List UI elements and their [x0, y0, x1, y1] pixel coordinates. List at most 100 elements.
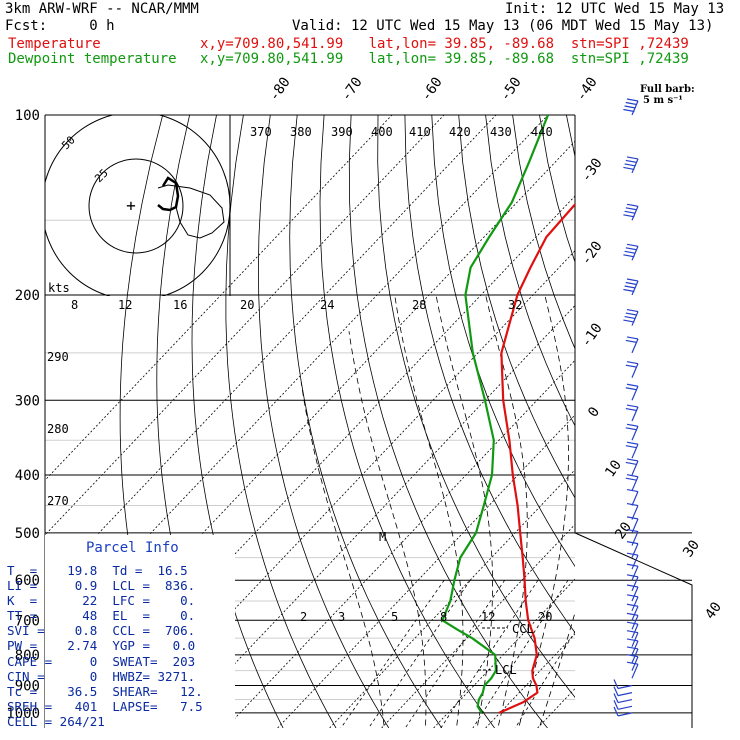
wind-barb-feather: [623, 288, 635, 293]
dry-adiabat: [728, 115, 740, 728]
wind-barb-staff: [631, 554, 639, 570]
hodograph-trace: [157, 176, 180, 212]
parcel-row: Tc = 36.5 SHEAR= 12.: [7, 684, 203, 699]
dry-adiabat: [348, 115, 548, 728]
wind-barb-feather: [626, 404, 639, 408]
wind-barb-feather: [626, 654, 639, 658]
hodo-speed-label: kts: [48, 281, 70, 295]
dry-adiabat: [539, 115, 575, 264]
legend-dewpoint-name: Dewpoint temperature: [8, 51, 177, 67]
dry-adiabat: [512, 115, 575, 350]
moist-adiabat: [435, 294, 494, 726]
wind-barb-feather: [626, 563, 639, 567]
hodo-speed-label: 8: [71, 298, 78, 312]
dry-adiabat: [674, 115, 740, 728]
isotherm: [642, 115, 740, 728]
wind-barb-feather: [623, 108, 635, 113]
pressure-label-400: 400: [15, 468, 40, 484]
wind-barb-feather: [625, 247, 637, 251]
wind-barb-feather: [624, 163, 636, 167]
legend-temperature-name: Temperature: [8, 36, 101, 52]
dry-adiabat: [701, 115, 740, 728]
moist-adiabat: [539, 611, 575, 726]
mixing-ratio-label: 12: [481, 610, 495, 624]
mixing-ratio-line: [404, 579, 506, 728]
theta-label: 430: [490, 125, 512, 139]
dry-adiabat: [377, 115, 575, 698]
wind-barb-feather: [626, 383, 639, 387]
hodo-speed-label: 24: [320, 298, 334, 312]
mixing-ratio-line: [440, 579, 539, 728]
dry-adiabat: [225, 115, 337, 728]
wind-barb-feather: [623, 214, 635, 218]
pressure-label-900: 900: [15, 679, 40, 695]
mixing-ratio-label: 2: [300, 610, 307, 624]
isotherm: [329, 469, 575, 728]
parcel-row: TT = 48 EL = 0.: [7, 608, 196, 623]
wind-barb-feather: [626, 612, 639, 616]
isotherm-label-right: -30: [578, 155, 606, 185]
isotherm-label-top: -50: [497, 74, 525, 104]
ccl-annotation: CCL: [512, 622, 534, 636]
wind-barb-feather: [625, 364, 637, 368]
isotherm: [45, 115, 393, 481]
dry-adiabat: [431, 115, 575, 567]
wind-barb-feather: [626, 361, 639, 365]
mixing-ratio-label: 3: [338, 610, 345, 624]
wind-barb-feather: [623, 319, 635, 323]
isotherm: [433, 578, 575, 728]
isotherm: [45, 115, 445, 536]
pressure-label-800: 800: [15, 648, 40, 664]
isotherm: [45, 115, 497, 591]
wind-barb-staff: [631, 586, 639, 602]
theta-label: 420: [449, 125, 471, 139]
right-frame: [574, 115, 693, 728]
wind-barb-staff: [631, 386, 639, 401]
wind-barb-feather: [626, 458, 639, 462]
dry-adiabat: [404, 115, 575, 634]
wind-barb-staff: [617, 684, 633, 690]
hodo-speed-label: 28: [412, 298, 426, 312]
hodograph-trace-upper: [157, 184, 225, 239]
moist-adiabat: [300, 382, 385, 726]
wind-barb-feather: [624, 250, 636, 254]
wind-barb-staff: [617, 705, 633, 710]
wind-barb-feather: [626, 243, 639, 247]
pressure-label-100: 100: [15, 108, 40, 124]
wind-barb-feather: [626, 474, 639, 478]
wind-barb-feather: [626, 594, 639, 598]
isotherm: [277, 414, 575, 728]
wind-barb-feather: [626, 661, 639, 665]
isotherm-label-top: -60: [418, 74, 446, 104]
mixing-ratio-lines: [340, 579, 575, 728]
wind-barb-feather: [626, 278, 639, 282]
wind-barb-staff: [617, 692, 633, 697]
wind-barb-feather: [625, 427, 637, 431]
isotherm-label-right: -10: [578, 320, 606, 350]
parcel-row: CELL = 264/21: [7, 714, 105, 729]
wind-barb-feather: [626, 308, 639, 313]
pressure-label-500: 500: [15, 526, 40, 542]
valid-time: Valid: 12 UTC Wed 15 May 13 (06 MDT Wed …: [292, 18, 714, 34]
pressure-label-700: 700: [15, 613, 40, 629]
wind-barb-staff: [631, 615, 639, 630]
legend-temperature-info: x,y=709.80,541.99 lat,lon= 39.85, -89.68…: [200, 36, 689, 52]
wind-barb-feather: [626, 541, 639, 545]
wind-barb-flag: [613, 700, 619, 710]
hodo-ring-label: 50: [59, 134, 78, 153]
wind-barb-staff: [631, 543, 639, 558]
wind-barb-feather: [626, 441, 639, 445]
pressure-label-1000: 1000: [6, 706, 40, 722]
hodograph-ring: [88, 158, 184, 254]
wind-barbs: [613, 98, 639, 717]
wind-barb-feather: [626, 584, 639, 588]
parcel-info-title: Parcel Info: [86, 540, 179, 556]
wind-barb-feather: [625, 281, 637, 286]
hodo-speed-label: 20: [240, 298, 254, 312]
legend-dewpoint-info: x,y=709.80,541.99 lat,lon= 39.85, -89.68…: [200, 51, 689, 67]
mixing-ratio-label: 20: [538, 610, 552, 624]
isotherm-label-top: -40: [573, 74, 601, 104]
theta-label-left: 280: [47, 422, 69, 436]
wind-barb-feather: [625, 339, 637, 344]
pressure-label-300: 300: [15, 393, 40, 409]
